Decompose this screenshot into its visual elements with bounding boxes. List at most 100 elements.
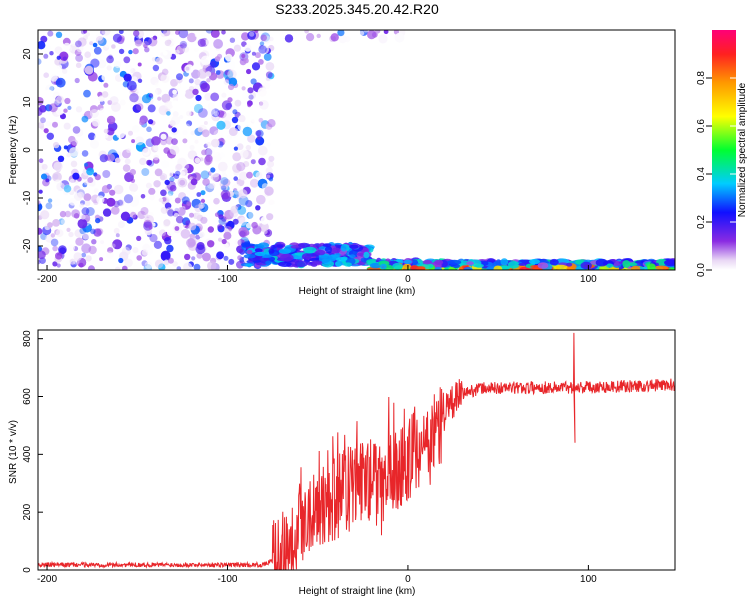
spectrogram-cell (81, 207, 90, 216)
spectrogram-cell (239, 229, 248, 238)
spectrogram-cell (248, 94, 254, 100)
spectrogram-cell (119, 76, 124, 81)
spectrogram-cell (207, 107, 216, 116)
spectrogram-cell (165, 207, 174, 215)
spectrogram-cell (265, 71, 273, 79)
snr-x-ticks: -200 -100 0 100 (37, 565, 597, 585)
spectrogram-cell (115, 266, 121, 270)
spectrogram-cell (118, 30, 124, 35)
spectrogram-cell (294, 260, 308, 268)
spectrogram-cell (139, 157, 147, 166)
spectrogram-cell (38, 189, 43, 194)
spectrogram-cell (81, 252, 87, 258)
spectrogram-cell (331, 247, 341, 253)
spectrogram-cell (247, 134, 256, 143)
spectrogram-cell (263, 53, 272, 61)
spectrogram-cell (149, 194, 155, 201)
spectrogram-region-signal-band-early (240, 241, 377, 269)
spectrogram-cell (63, 184, 72, 193)
spectrogram-cell (84, 200, 91, 207)
spectrogram-cell (44, 243, 50, 249)
colorbar: 0.0 0.2 0.4 0.6 0.8 Normalized spectral ampl… (696, 30, 748, 277)
spectrogram-cell (75, 62, 82, 69)
spectrogram-cell (668, 267, 675, 270)
spectrogram-cell (228, 127, 238, 136)
spectrogram-cell (249, 31, 255, 37)
spectrogram-cell (83, 30, 88, 34)
spectrogram-cell (279, 253, 294, 262)
spectrogram-cell (233, 146, 238, 151)
spectrogram-cell (246, 171, 253, 179)
spectrogram-cell (190, 130, 195, 136)
spectrogram-y-tick-label: 0 (22, 147, 33, 153)
spectrogram-cell (142, 40, 149, 48)
spectrogram-cell (227, 69, 237, 79)
spectrogram-cell (133, 30, 140, 37)
spectrogram-cell (38, 227, 43, 235)
spectrogram-cell (267, 119, 276, 128)
spectrogram-cell (161, 68, 169, 76)
spectrogram-cell (154, 87, 162, 95)
spectrogram-cell (142, 148, 150, 156)
spectrogram-cell (182, 138, 188, 144)
spectrogram-cell (369, 262, 381, 269)
spectrogram-region-noise (38, 30, 278, 270)
spectrogram-cell (228, 83, 235, 91)
spectrogram-cell (38, 250, 46, 260)
spectrogram-cell (311, 260, 323, 265)
spectrogram-cell (255, 171, 263, 179)
spectrogram-cell (174, 226, 180, 231)
spectrogram-cell (205, 37, 216, 47)
spectrogram-cell (68, 231, 74, 238)
spectrogram-cell (147, 211, 154, 219)
spectrogram-cell (168, 65, 172, 70)
spectrogram-cell (103, 128, 109, 134)
spectrogram-cell (101, 185, 110, 194)
spectrogram-cell (49, 151, 55, 157)
spectrogram-cell (238, 171, 248, 181)
spectrogram-cell (164, 100, 174, 110)
spectrogram-cell (160, 174, 166, 181)
spectrogram-cell (177, 87, 186, 97)
snr-y-tick-label: 200 (22, 503, 33, 520)
spectrogram-cell (167, 190, 174, 196)
spectrogram-cell (131, 139, 136, 144)
spectrogram-cell (81, 115, 89, 123)
spectrogram-cell (132, 265, 139, 270)
spectrogram-cell (177, 254, 183, 260)
spectrogram-cell (171, 127, 177, 133)
spectrogram-cell (205, 155, 211, 161)
spectrogram-cell (143, 212, 149, 218)
spectrogram-cell (207, 261, 217, 270)
spectrogram-cell (88, 132, 96, 141)
spectrogram-cell (250, 159, 256, 165)
spectrogram-cell (64, 97, 71, 105)
spectrogram-cell (147, 160, 155, 167)
spectrogram-cell (50, 238, 59, 247)
spectrogram-cell (234, 238, 242, 246)
spectrogram-cell (166, 228, 175, 237)
spectrogram-cell (198, 108, 208, 118)
spectrogram-cell (160, 133, 167, 140)
spectrogram-cell (197, 68, 208, 79)
spectrogram-cell (179, 179, 186, 186)
spectrogram-cell (223, 242, 229, 249)
spectrogram-cell (164, 237, 172, 245)
spectrogram-y-tick-label: -20 (22, 238, 33, 253)
spectrogram-cell (92, 118, 100, 127)
spectrogram-cell (186, 110, 192, 117)
spectrogram-cell (99, 257, 104, 262)
spectrogram-cell (255, 130, 262, 137)
spectrogram-cell (170, 169, 175, 174)
spectrogram-cell (144, 261, 153, 269)
spectrogram-cell (179, 159, 187, 167)
spectrogram-cell (500, 258, 509, 266)
snr-x-tick-label: 100 (580, 574, 597, 585)
spectrogram-cell (96, 195, 105, 204)
spectrogram-cell (153, 145, 160, 151)
spectrogram-cell (201, 149, 207, 156)
spectrogram-cell (166, 193, 172, 199)
spectrogram-cell (69, 178, 75, 184)
spectrogram-cell (74, 77, 80, 84)
spectrogram-cell (257, 145, 268, 156)
